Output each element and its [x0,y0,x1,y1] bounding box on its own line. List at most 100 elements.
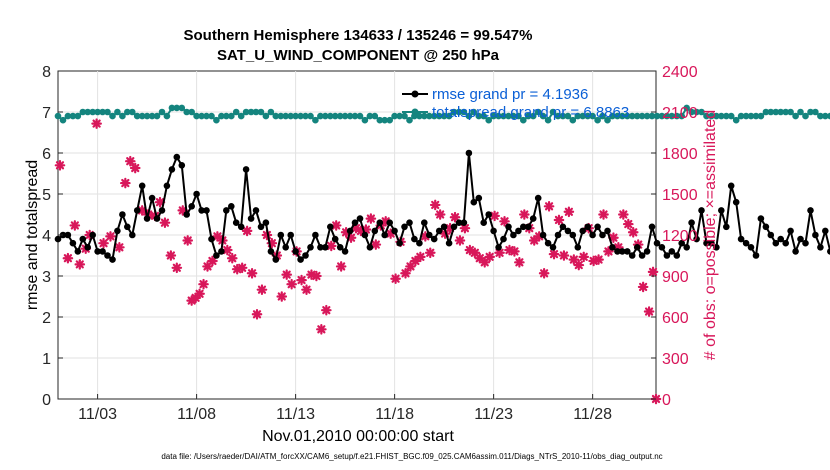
totalspread-point [757,112,765,120]
rmse-point [198,207,205,214]
obs-assimilated-marker [281,269,293,280]
rmse-point [173,153,181,161]
totalspread-point [624,112,631,120]
obs-assimilated-marker [400,267,411,279]
totalspread-point [247,108,255,116]
obs-assimilated-marker [98,237,109,249]
legend-spread-label: totalspread grand pr = 6.8863 [432,104,629,121]
rmse-point [525,223,532,231]
rmse-point [757,215,765,222]
rmse-point [698,207,705,214]
y-axis-label-right: # of obs: o=possible; ×=assimilated [702,110,719,360]
totalspread-point [391,112,398,120]
totalspread-point [361,116,369,124]
y-left-tick-label: 3 [42,269,51,286]
legend-spread-marker [411,108,419,116]
totalspread-point [668,112,676,120]
rmse-point [252,207,260,214]
totalspread-point [698,108,705,116]
totalspread-point [772,108,780,116]
rmse-point [158,207,166,214]
totalspread-point [460,108,468,116]
rmse-point [292,248,299,255]
totalspread-point [742,112,750,120]
totalspread-point [604,116,611,124]
obs-assimilated-marker [489,210,500,222]
obs-assimilated-marker [484,251,495,263]
y-right-tick-label: 1200 [662,228,698,245]
rmse-point [638,252,646,259]
totalspread-point [267,108,275,116]
totalspread-point [346,112,354,120]
totalspread-point [678,112,685,120]
rmse-point [564,227,572,235]
totalspread-point [628,112,636,120]
y-right-tick-label: 300 [662,351,689,368]
rmse-point [129,231,136,239]
totalspread-point [109,112,116,120]
totalspread-point [480,112,488,120]
totalspread-point [529,112,537,120]
rmse-point [703,239,710,247]
totalspread-point [812,108,819,116]
totalspread-point [445,112,453,120]
obs-assimilated-marker [553,214,565,226]
totalspread-point [282,112,290,120]
totalspread-point [747,112,755,120]
rmse-point [74,248,82,255]
x-tick-label: 11/13 [276,406,315,423]
totalspread-point [322,112,329,120]
totalspread-point [262,112,270,120]
totalspread-point [510,112,517,120]
rmse-point [69,239,77,247]
axis-ticks: 0 1 2 3 4 5 6 7 8 0 300 600 900 1200 1500 1800 2100 2400 1… [42,64,698,423]
rmse-point [485,211,493,218]
totalspread-point [104,108,111,116]
rmse-point [346,227,354,235]
totalspread-point [396,112,403,120]
totalspread-point [792,112,799,120]
totalspread-point [331,112,339,120]
totalspread-point [129,108,136,116]
obs-assimilated-marker [91,118,102,129]
rmse-point [426,231,433,239]
totalspread-point [688,108,695,116]
rmse-point [54,235,62,243]
totalspread-point [505,112,512,120]
totalspread-point [564,112,572,120]
rmse-point [396,239,403,247]
rmse-point [495,244,502,251]
rmse-point [619,248,626,255]
rmse-point [460,219,468,226]
rmse-point [688,219,695,226]
y-left-tick-label: 6 [42,146,51,163]
rmse-point [727,182,735,190]
totalspread-point [158,108,166,116]
x-tick-label: 11/23 [474,406,513,423]
obs-assimilated-marker [286,278,297,290]
x-tick-label: 11/28 [573,406,612,423]
obs-assimilated-marker [246,267,258,279]
totalspread-point [544,116,552,124]
totalspread-point [594,116,601,124]
totalspread-point [371,112,379,120]
y-left-tick-label: 5 [42,187,51,204]
rmse-point [549,244,557,251]
rmse-point [505,223,512,231]
rmse-point [465,149,473,157]
y-right-tick-label: 900 [662,269,689,286]
totalspread-point [708,112,715,120]
totalspread-point [277,112,285,120]
totalspread-point [228,112,235,120]
totalspread-point [599,112,606,120]
rmse-point [257,223,265,231]
rmse-point [183,211,190,218]
obs-assimilated-marker [593,254,604,265]
obs-assimilated-marker [182,235,193,246]
rmse-point [114,227,121,235]
rmse-point [742,239,750,247]
rmse-point [232,219,240,226]
rmse-point [500,235,507,243]
rmse-point [242,166,250,173]
totalspread-point [232,108,240,116]
